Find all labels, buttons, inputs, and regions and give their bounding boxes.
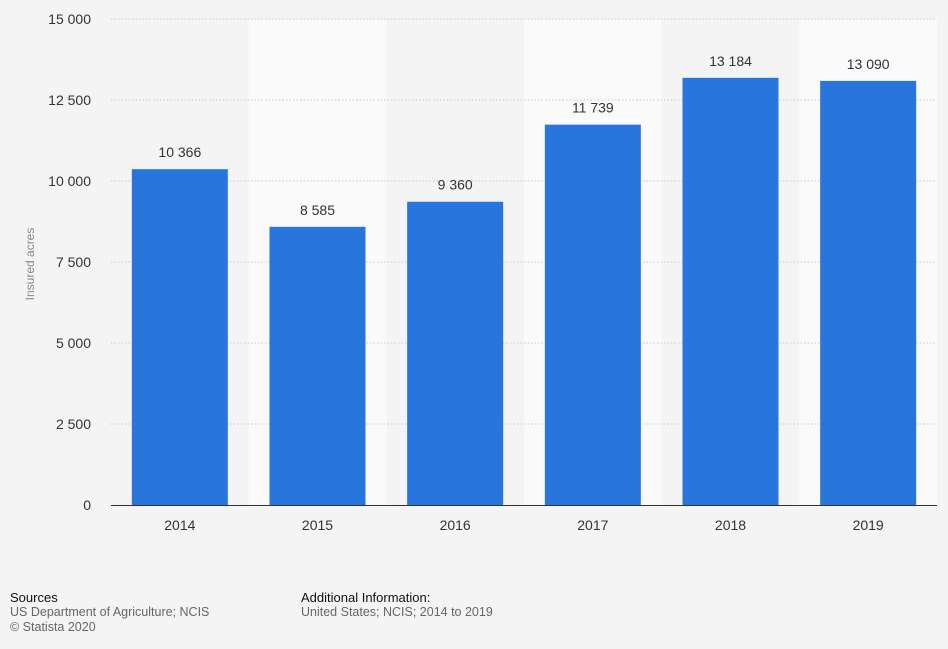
copyright-text: © Statista 2020	[10, 620, 96, 634]
bar-2019[interactable]	[820, 80, 917, 505]
additional-info-block: Additional Information: United States; N…	[301, 590, 493, 620]
value-label: 13 184	[709, 53, 752, 69]
x-tick-label: 2018	[715, 517, 746, 533]
bar-2014[interactable]	[131, 169, 228, 505]
y-tick-label: 10 000	[48, 173, 91, 189]
value-label: 10 366	[158, 144, 201, 160]
y-tick-label: 2 500	[56, 416, 91, 432]
value-label: 8 585	[300, 202, 335, 218]
value-label: 9 360	[438, 177, 473, 193]
value-labels: 10 366 8 585 9 360 11 739 13 184 13 090	[158, 53, 889, 218]
x-tick-label: 2015	[302, 517, 333, 533]
value-label: 13 090	[847, 56, 890, 72]
x-tick-label: 2019	[853, 517, 884, 533]
bar-2016[interactable]	[407, 201, 504, 505]
x-tick-label: 2017	[577, 517, 608, 533]
y-axis-title: Insured acres	[23, 228, 37, 301]
y-axis-ticks: 0 2 500 5 000 7 500 10 000 12 500 15 000	[48, 11, 91, 513]
y-tick-label: 15 000	[48, 11, 91, 27]
bars	[131, 77, 917, 505]
sources-heading: Sources	[10, 590, 58, 605]
bar-2018[interactable]	[682, 77, 779, 505]
additional-info-text: United States; NCIS; 2014 to 2019	[301, 605, 493, 619]
x-tick-label: 2016	[440, 517, 471, 533]
bar-chart: 0 2 500 5 000 7 500 10 000 12 500 15 000 Insur…	[23, 11, 937, 533]
bar-2017[interactable]	[544, 124, 641, 505]
x-tick-label: 2014	[164, 517, 195, 533]
y-tick-label: 0	[83, 497, 91, 513]
bar-2015[interactable]	[269, 226, 366, 505]
additional-info-heading: Additional Information:	[301, 590, 431, 605]
y-tick-label: 12 500	[48, 92, 91, 108]
x-axis-ticks: 2014 2015 2016 2017 2018 2019	[164, 517, 884, 533]
sources-link[interactable]: US Department of Agriculture; NCIS	[10, 605, 210, 619]
gridlines	[111, 18, 937, 425]
y-tick-label: 5 000	[56, 335, 91, 351]
value-label: 11 739	[572, 100, 614, 116]
sources-block: Sources US Department of Agriculture; NC…	[10, 590, 209, 635]
y-tick-label: 7 500	[56, 254, 91, 270]
